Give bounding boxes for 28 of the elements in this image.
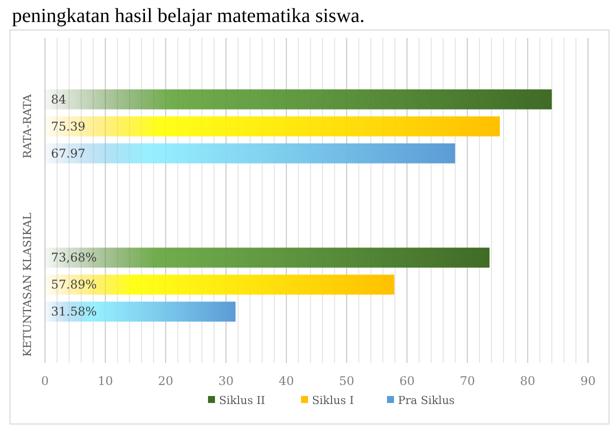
legend-label: Pra Siklus: [398, 394, 456, 407]
x-tick-label: 60: [399, 374, 415, 388]
x-tick-label: 20: [158, 374, 174, 388]
bar: [45, 116, 500, 136]
data-label: 75.39: [51, 119, 86, 134]
data-label: 67.97: [51, 146, 86, 160]
x-tick-label: 40: [278, 374, 294, 388]
bar: [45, 89, 552, 110]
bar: [45, 274, 394, 295]
y-tick-label: RATA-RATA: [21, 93, 34, 159]
x-tick-label: 10: [98, 374, 113, 388]
legend-label: Siklus I: [312, 394, 354, 407]
bar: [45, 302, 236, 322]
data-label: 57.89%: [51, 278, 97, 292]
chart-title: peningkatan hasil belajar matematika siswa.: [12, 5, 365, 27]
x-tick-label: 30: [218, 374, 234, 388]
x-tick-label: 0: [41, 374, 49, 388]
bar: [45, 143, 456, 164]
data-label: 84: [51, 92, 67, 106]
data-label: 31.58%: [51, 304, 97, 319]
data-label: 73,68%: [51, 250, 97, 265]
legend-label: Siklus II: [219, 394, 266, 407]
x-tick-label: 90: [580, 374, 596, 388]
x-tick-label: 50: [339, 374, 354, 388]
x-tick-label: 70: [460, 374, 475, 388]
bar: [45, 248, 490, 268]
x-tick-label: 80: [520, 374, 536, 388]
y-tick-label: KETUNTASAN KLASIKAL: [21, 212, 34, 357]
